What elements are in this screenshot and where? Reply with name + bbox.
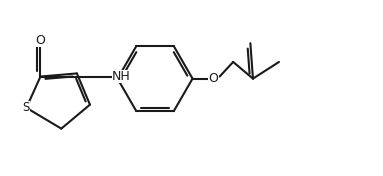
Text: NH: NH	[112, 70, 131, 83]
Text: O: O	[36, 34, 46, 47]
Text: O: O	[208, 72, 218, 85]
Text: S: S	[23, 101, 30, 114]
